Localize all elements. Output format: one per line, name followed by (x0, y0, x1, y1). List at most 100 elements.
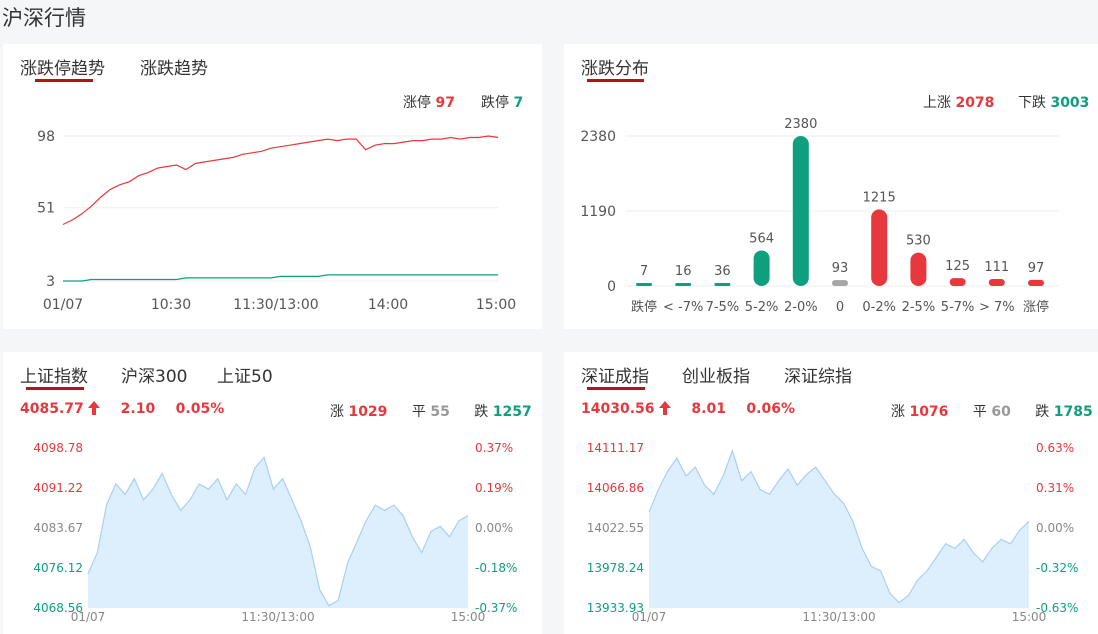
bar (910, 252, 927, 286)
bar (675, 283, 692, 286)
tab-chinext[interactable]: 创业板指 (682, 367, 750, 387)
active-tab-underline (587, 79, 644, 82)
category-label: 0 (836, 300, 844, 315)
data-label: 111 (984, 260, 1009, 275)
data-label: 1215 (863, 190, 896, 205)
bar (1028, 279, 1044, 286)
bar (871, 209, 888, 286)
data-label: 36 (714, 264, 731, 279)
price-line (87, 456, 469, 607)
x-tick-label: 14:00 (368, 297, 408, 313)
y-tick-right: 0.19% (475, 481, 513, 495)
x-tick-label: 15:00 (451, 610, 486, 624)
rise-count-stat: 上涨 2078 (923, 95, 995, 111)
series-line (63, 274, 498, 282)
rise-count-value: 2078 (955, 95, 995, 111)
y-tick-left: 4068.56 (33, 601, 83, 615)
category-label: 5-7% (941, 300, 975, 315)
category-label: > 7% (979, 300, 1015, 315)
tab-sz-composite[interactable]: 深证综指 (784, 367, 852, 387)
category-label: 0-2% (862, 300, 896, 315)
y-tick-left: 4091.22 (33, 481, 83, 495)
tab-sz-component[interactable]: 深证成指 (581, 367, 649, 387)
data-label: 16 (675, 264, 692, 279)
tab-distribution[interactable]: 涨跌分布 (581, 59, 649, 79)
limit-trend-panel: 涨跌停趋势 涨跌趋势 涨停 97 跌停 7 98 51 3 01/07 10:30 11:… (3, 44, 542, 329)
data-label: 530 (906, 234, 931, 249)
y-tick-label: 0 (607, 279, 616, 295)
bar (792, 136, 809, 286)
y-tick-left: 14111.17 (587, 441, 644, 455)
tab-limit-trend[interactable]: 涨跌停趋势 (20, 59, 105, 79)
category-label: 7-5% (706, 300, 740, 315)
index-pct: 0.05% (175, 401, 225, 417)
y-tick-label: 98 (37, 129, 55, 145)
data-label: 2380 (784, 117, 817, 132)
tab-rise-fall-trend[interactable]: 涨跌趋势 (140, 59, 208, 79)
up-count: 1029 (348, 404, 388, 420)
up-count: 1076 (909, 404, 949, 420)
arrow-up-icon (88, 401, 101, 419)
x-tick-label: 11:30/13:00 (233, 297, 318, 313)
y-tick-right: 0.31% (1036, 481, 1074, 495)
flat-count: 55 (430, 404, 450, 420)
bar (714, 283, 731, 286)
y-tick-right: 0.00% (1036, 521, 1074, 535)
y-tick-left: 4076.12 (33, 561, 83, 575)
limit-down-value: 7 (513, 95, 524, 111)
breadth-stat: 涨 1029 平 55 跌 1257 (330, 404, 532, 420)
index-price: 4085.77 (20, 401, 84, 417)
category-label: 涨停 (1023, 299, 1049, 315)
x-tick-label: 10:30 (151, 297, 191, 313)
index-quote: 4085.77 2.10 0.05% (20, 401, 224, 419)
sz-intraday-chart: 14111.17 14066.86 14022.55 13978.24 13933.93… (587, 441, 1079, 624)
arrow-up-icon (658, 401, 671, 419)
y-tick-right: -0.32% (1036, 561, 1078, 575)
data-label: 93 (832, 261, 849, 276)
category-label: 跌停 (631, 299, 657, 315)
tab-sh-composite[interactable]: 上证指数 (20, 367, 88, 387)
sz-index-panel: 深证成指 创业板指 深证综指 14030.56 8.01 0.06% 涨 107… (564, 352, 1098, 634)
active-tab-underline (587, 387, 645, 390)
limit-trend-chart: 98 51 3 01/07 10:30 11:30/13:00 14:00 15:00 (37, 129, 516, 313)
index-price: 14030.56 (581, 401, 655, 417)
active-tab-underline (35, 79, 93, 82)
y-tick-left: 4098.78 (33, 441, 83, 455)
x-tick-label: 15:00 (1012, 610, 1047, 624)
x-tick-label: 15:00 (476, 297, 516, 313)
y-tick-right: -0.37% (475, 601, 517, 615)
index-change: 8.01 (691, 401, 726, 417)
y-tick-left: 14022.55 (587, 521, 644, 535)
series-line (62, 135, 499, 226)
down-count: 1257 (492, 404, 532, 420)
index-quote: 14030.56 8.01 0.06% (581, 401, 795, 419)
breadth-stat: 涨 1076 平 60 跌 1785 (891, 404, 1093, 420)
data-label: 564 (749, 231, 774, 246)
bar (949, 278, 966, 286)
price-area (88, 457, 468, 608)
down-count: 1785 (1053, 404, 1093, 420)
fall-count-stat: 下跌 3003 (1018, 95, 1090, 111)
y-tick-right: -0.18% (475, 561, 517, 575)
y-tick-label: 2380 (580, 129, 616, 145)
distribution-panel: 涨跌分布 上涨 2078 下跌 3003 2380 1190 0 7 跌停 16 < -7… (564, 44, 1098, 329)
price-line (648, 449, 1030, 604)
x-tick-label: 01/07 (71, 610, 106, 624)
distribution-chart: 2380 1190 0 7 跌停 16 < -7% 36 7-5% 564 5-2% 2380 2-0… (580, 117, 1059, 315)
y-tick-left: 4083.67 (33, 521, 83, 535)
tab-sse50[interactable]: 上证50 (217, 367, 273, 387)
y-tick-left: 13933.93 (587, 601, 644, 615)
fall-count-value: 3003 (1050, 95, 1090, 111)
y-tick-right: 0.63% (1036, 441, 1074, 455)
limit-up-value: 97 (435, 95, 455, 111)
index-change: 2.10 (120, 401, 156, 417)
limit-down-stat: 跌停 7 (481, 95, 524, 111)
y-tick-right: 0.00% (475, 521, 513, 535)
y-tick-left: 13978.24 (587, 561, 644, 575)
bar (988, 279, 1005, 286)
bar (753, 250, 770, 286)
sh-index-panel: 上证指数 沪深300 上证50 4085.77 2.10 0.05% 涨 102… (3, 352, 542, 634)
tab-csi300[interactable]: 沪深300 (121, 367, 188, 387)
limit-up-stat: 涨停 97 (403, 95, 455, 111)
bar (636, 283, 652, 286)
